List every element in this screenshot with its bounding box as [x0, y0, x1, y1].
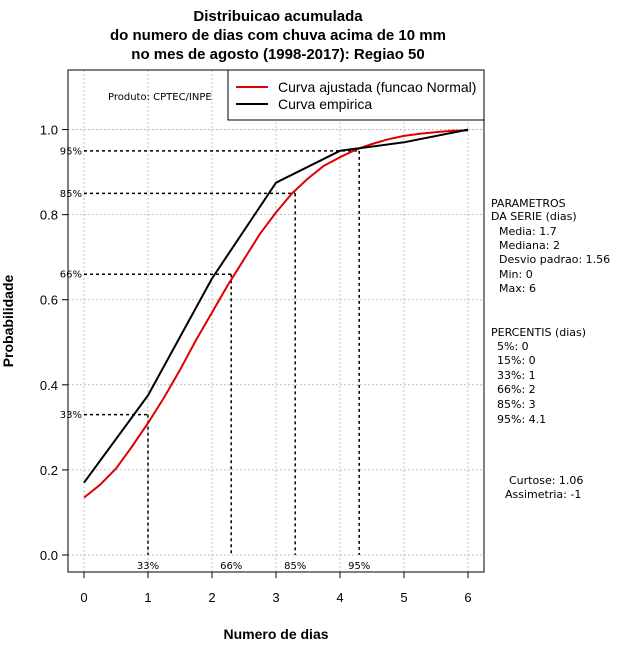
legend: Curva ajustada (funcao Normal) Curva emp…: [227, 69, 485, 121]
x-tick-label: 0: [80, 590, 87, 605]
param-min: Min: 0: [499, 268, 533, 281]
curtose-label: Curtose: 1.06: [509, 474, 583, 487]
product-label: Produto: CPTEC/INPE: [108, 92, 212, 103]
percentile-label-x: 95%: [348, 561, 370, 572]
side-panel: PARAMETROS DA SERIE (dias) Media: 1.7 Me…: [491, 197, 610, 501]
x-axis-label: Numero de dias: [223, 626, 328, 642]
x-tick-label: 6: [464, 590, 471, 605]
percentile-label-y: 95%: [60, 146, 82, 157]
y-axis-label: Probabilidade: [0, 275, 16, 368]
series-group: [83, 128, 469, 499]
chart-title-line-3: no mes de agosto (1998-2017): Regiao 50: [131, 46, 424, 63]
y-tick-label: 0.0: [40, 548, 58, 563]
fitted-curve-line: [83, 129, 469, 499]
percentile-label-x: 85%: [284, 561, 306, 572]
legend-box: [227, 69, 485, 121]
percentile-label-y: 85%: [60, 189, 82, 200]
chart-title-line-2: do numero de dias com chuva acima de 10 …: [110, 27, 446, 44]
assimetria-label: Assimetria: -1: [505, 488, 581, 501]
x-tick-label: 3: [272, 590, 279, 605]
percentil-33: 33%: 1: [497, 369, 536, 382]
param-max: Max: 6: [499, 282, 536, 295]
y-tick-label: 0.4: [40, 378, 58, 393]
percentil-95: 95%: 4.1: [497, 413, 546, 426]
x-tick-label: 4: [336, 590, 343, 605]
y-tick-label: 1.0: [40, 123, 58, 138]
x-tick-label: 5: [400, 590, 407, 605]
y-tick-label: 0.6: [40, 293, 58, 308]
param-media: Media: 1.7: [499, 225, 557, 238]
chart-title-line-1: Distribuicao acumulada: [193, 8, 363, 25]
percentile-label-x: 33%: [137, 561, 159, 572]
percentile-lines: [84, 150, 360, 555]
y-tick-label: 0.2: [40, 463, 58, 478]
percentile-labels: 33% 33% 66% 66% 85% 85% 95% 95%: [60, 146, 371, 572]
legend-label-fitted: Curva ajustada (funcao Normal): [278, 79, 476, 95]
percentile-label-x: 66%: [220, 561, 242, 572]
x-axis: 0 1 2 3 4 5 6: [80, 571, 472, 605]
percentile-label-y: 66%: [60, 270, 82, 281]
percentil-66: 66%: 2: [497, 383, 536, 396]
x-tick-label: 2: [208, 590, 215, 605]
legend-label-empirical: Curva empirica: [278, 96, 372, 112]
empirical-curve-line: [83, 128, 469, 484]
grid: [68, 70, 484, 572]
param-desvio: Desvio padrao: 1.56: [499, 253, 610, 266]
parametros-header-1: PARAMETROS: [491, 197, 566, 210]
percentil-85: 85%: 3: [497, 398, 536, 411]
param-mediana: Mediana: 2: [499, 239, 560, 252]
percentil-15: 15%: 0: [497, 354, 536, 367]
percentil-5: 5%: 0: [497, 340, 529, 353]
y-tick-label: 0.8: [40, 208, 58, 223]
percentile-label-y: 33%: [60, 410, 82, 421]
percentis-header: PERCENTIS (dias): [491, 326, 586, 339]
y-axis: 0.0 0.2 0.4 0.6 0.8 1.0: [40, 123, 68, 563]
plot-frame: [67, 69, 485, 573]
x-tick-label: 1: [144, 590, 151, 605]
parametros-header-2: DA SERIE (dias): [491, 210, 577, 223]
